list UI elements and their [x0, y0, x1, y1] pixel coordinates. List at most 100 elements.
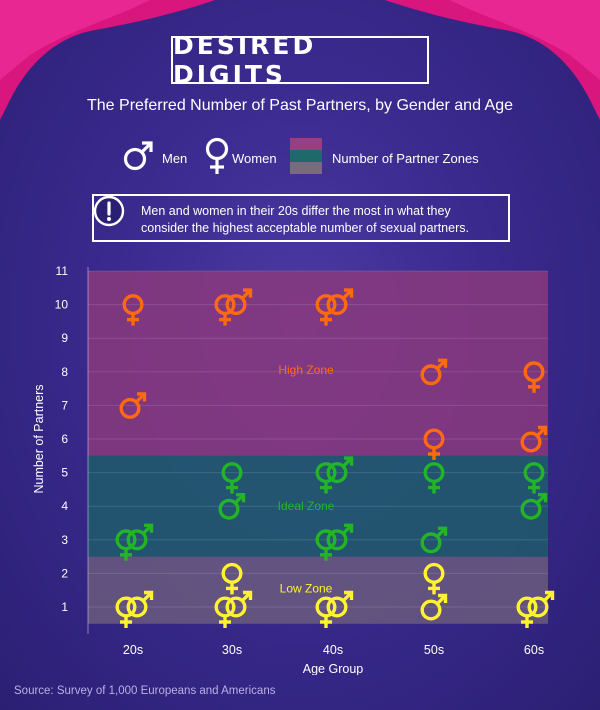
male-arrow-head [538, 492, 548, 503]
male-arrow-line [141, 592, 152, 603]
callout-box: Men and women in their 20s differ the mo… [92, 194, 510, 242]
male-symbol-point [520, 492, 548, 520]
male-circle [420, 364, 442, 386]
male-arrow-line [240, 592, 251, 603]
legend-zone-swatch [290, 138, 322, 174]
male-circle [420, 532, 442, 554]
female-symbol-point [315, 294, 337, 326]
female-symbol-point [315, 462, 337, 494]
male-arrow-line [240, 289, 251, 300]
y-tick-label: 10 [55, 298, 69, 312]
y-tick-label: 1 [61, 600, 68, 614]
female-circle [122, 294, 144, 316]
male-circle [520, 498, 542, 520]
female-circle [423, 428, 445, 450]
y-axis-label: Number of Partners [32, 384, 46, 493]
y-tick-label: 5 [61, 466, 68, 480]
x-tick-label: 20s [123, 643, 143, 657]
y-tick-label: 3 [61, 533, 68, 547]
y-tick-label: 6 [61, 432, 68, 446]
female-symbol-point [315, 529, 337, 561]
legend-female-icon [205, 137, 229, 174]
male-symbol-point [218, 492, 246, 520]
male-circle [326, 529, 348, 551]
male-arrow-head [144, 590, 154, 600]
male-symbol-point [119, 392, 147, 419]
male-arrow-head [438, 526, 448, 536]
male-circle [126, 596, 148, 618]
legend: Men Women Number of Partner Zones [120, 136, 600, 176]
female-symbol-point [214, 596, 236, 628]
male-circle [420, 599, 442, 621]
zone-label: Ideal Zone [278, 499, 335, 513]
source-note: Source: Survey of 1,000 Europeans and Am… [14, 685, 276, 697]
y-tick-label: 7 [61, 398, 68, 412]
male-circle [326, 294, 348, 316]
male-symbol-point [326, 523, 354, 551]
female-symbol-point [221, 562, 243, 595]
male-arrow-line [134, 393, 145, 404]
male-circle [126, 529, 148, 551]
y-tick-label: 11 [56, 264, 69, 278]
male-circle [225, 596, 247, 618]
female-symbol-point [423, 428, 445, 460]
y-tick-label: 8 [61, 365, 68, 379]
scatter-chart: 1 2 3 4 5 6 7 8 9 10 11 20s 30s 40s 50s 60s Age Group Num… [32, 264, 555, 675]
male-arrow-head [344, 523, 354, 533]
male-symbol-point [126, 590, 154, 618]
male-symbol-point [126, 523, 154, 551]
male-arrow-line [435, 528, 446, 538]
y-tick-label: 2 [61, 566, 68, 580]
female-symbol-point [315, 596, 337, 628]
x-tick-label: 60s [524, 643, 544, 657]
male-arrow-head [344, 590, 354, 600]
male-arrow-head [344, 456, 354, 466]
male-arrow-line [141, 525, 152, 535]
male-circle [520, 431, 542, 453]
male-arrow-head [243, 288, 253, 298]
chart-subtitle: The Preferred Number of Past Partners, b… [87, 97, 513, 114]
zone-label: Low Zone [280, 582, 333, 596]
male-symbol-point [326, 288, 354, 316]
male-arrow-line [435, 360, 446, 370]
female-circle [115, 529, 137, 551]
legend-women-label: Women [232, 151, 277, 166]
legend-zones-label: Number of Partner Zones [332, 151, 479, 166]
x-axis-label: Age Group [303, 662, 364, 675]
male-arrow-line [535, 494, 546, 505]
male-circle [218, 498, 240, 520]
male-arrow-line [341, 457, 352, 468]
female-symbol-point [115, 596, 137, 628]
female-symbol-point [523, 361, 545, 393]
male-symbol-point [420, 526, 448, 554]
female-circle [214, 294, 236, 316]
callout-text: Men and women in their 20s differ the mo… [141, 204, 469, 235]
curtain-decoration [0, 0, 600, 120]
male-arrow-head [236, 492, 246, 503]
legend-high-swatch [290, 138, 322, 150]
male-arrow-head [344, 288, 354, 298]
page-title: DESIRED DIGITS [173, 31, 317, 89]
male-circle [119, 397, 141, 419]
male-arrow-line [535, 427, 546, 438]
male-arrow-head [243, 590, 253, 600]
male-symbol-point [527, 590, 555, 618]
male-arrow-head [144, 523, 154, 533]
male-symbol-point [420, 358, 448, 386]
y-tick-label: 9 [61, 331, 68, 345]
male-arrow-line [542, 592, 553, 603]
male-symbol-point [420, 593, 448, 621]
x-tick-label: 50s [424, 643, 444, 657]
female-symbol-point [516, 596, 538, 628]
female-circle [315, 294, 337, 316]
male-circle [527, 596, 549, 618]
male-arrow-head [438, 593, 448, 603]
male-symbol-point [225, 590, 253, 618]
male-symbol-point [326, 456, 354, 484]
male-circle [326, 462, 348, 484]
female-circle [315, 529, 337, 551]
female-symbol-point [423, 462, 445, 494]
female-symbol-point [115, 529, 137, 561]
male-arrow-line [341, 525, 352, 535]
